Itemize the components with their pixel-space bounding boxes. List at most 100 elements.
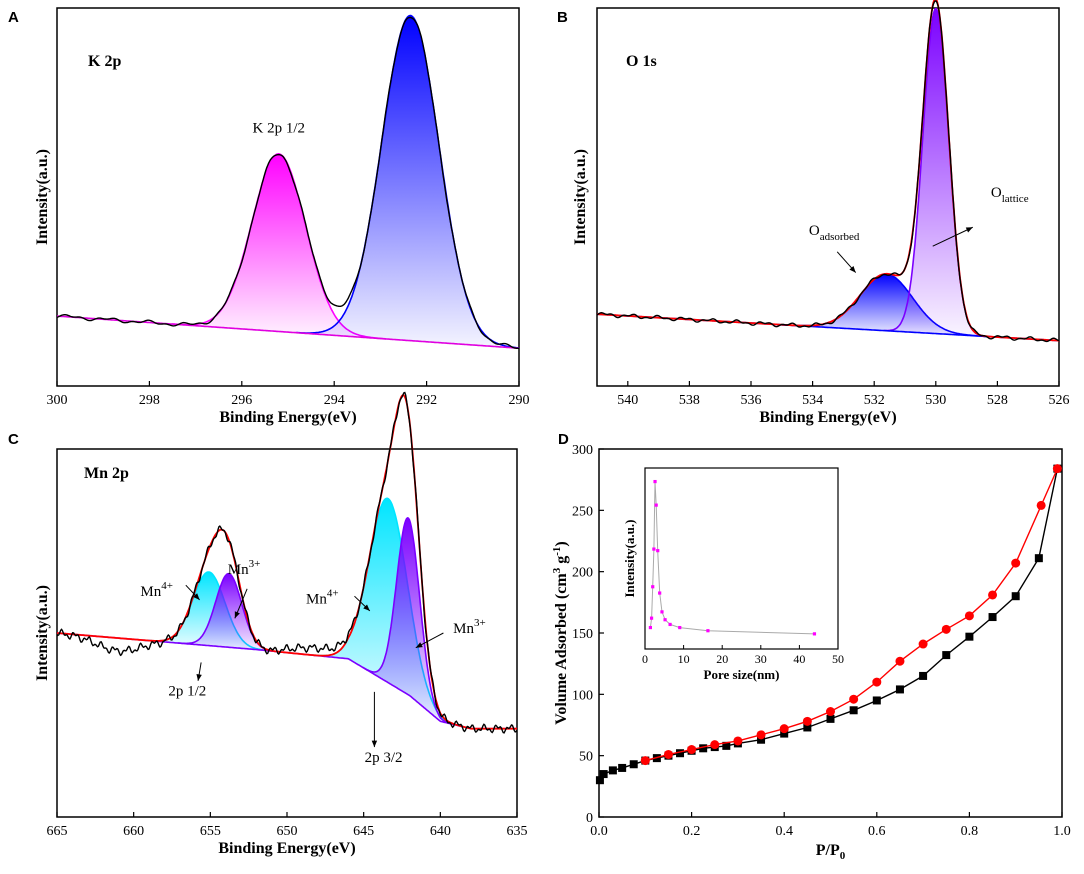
- panel-c-annotation-superscript: 3+: [474, 617, 486, 629]
- panel-c-annotation-0: Mn4+: [140, 580, 173, 600]
- panel-c-xtick-label-6: 635: [507, 824, 528, 839]
- panel-d-inset-xtick-label-4: 40: [793, 652, 805, 666]
- panel-d: 0.0 0.2 0.4 0.6 0.8 1.0D050100150200250300P/P…: [551, 431, 1071, 862]
- panel-c-annotation-text: 2p 1/2: [168, 684, 206, 700]
- panel-c-annotation-5: 2p 3/2: [365, 750, 403, 766]
- panel-d-xtick-label-3: 0.6: [868, 824, 886, 839]
- panel-d-point-desorption: [849, 694, 859, 704]
- panel-a-annotation-text: K 2p 1/2: [253, 121, 306, 137]
- panel-d-point-adsorption: [1034, 554, 1043, 563]
- panel-b-xtick-label-0: 540: [617, 393, 638, 408]
- panel-d-inset-point: [812, 632, 817, 636]
- panel-c-peak-line-3: [362, 517, 454, 726]
- panel-b-annotation-text: O: [809, 223, 820, 239]
- panel-c-ylabel: Intensity(a.u.): [34, 585, 51, 681]
- panel-c-annotation-superscript: 3+: [249, 558, 261, 570]
- panel-d-ytick-label-5: 250: [572, 504, 593, 519]
- panel-d-point-desorption: [964, 611, 974, 621]
- panel-c-annotation-text: Mn: [140, 584, 161, 600]
- panel-b-xtick-label-5: 530: [925, 393, 946, 408]
- panel-d-inset-point: [678, 625, 682, 630]
- panel-d-point-adsorption: [629, 760, 638, 769]
- panel-d-inset-xtick-label-0: 0: [642, 652, 648, 666]
- panel-b-xtick-label-4: 532: [864, 393, 885, 408]
- panel-d-point-adsorption: [1011, 592, 1020, 601]
- panel-d-xtick-label-1: 0.2: [683, 824, 701, 839]
- panel-d-point-adsorption: [757, 735, 766, 744]
- panel-d-inset-frame: [644, 467, 839, 650]
- panel-d-inset-point: [668, 622, 672, 627]
- panel-a-peak-line-1: [296, 14, 520, 349]
- panel-d-xtick-label-5: 1.0: [1053, 824, 1071, 839]
- panel-d-point-desorption: [802, 716, 812, 726]
- panel-d-inset-point: [651, 585, 655, 589]
- panel-d-point-desorption: [988, 590, 998, 600]
- panel-d-point-desorption: [872, 677, 882, 687]
- panel-d-point-adsorption: [826, 714, 835, 723]
- panel-c-annotation-4: Mn3+: [453, 617, 486, 637]
- panel-d-inset-xtick-label-3: 30: [755, 652, 767, 666]
- panel-b-envelope-line: [597, 0, 1059, 342]
- panel-c-annotation-3: Mn4+: [306, 588, 339, 608]
- panel-c-xtick-label-0: 665: [47, 824, 68, 839]
- panel-d-xtick-label-2: 0.4: [775, 824, 793, 839]
- panel-d-inset-xtick-label-1: 10: [678, 652, 690, 666]
- panel-c-xlabel: Binding Energy(eV): [218, 840, 355, 857]
- panel-d-ylabel-part-4: ): [553, 541, 570, 546]
- panel-a-peak-fill-1: [296, 15, 519, 349]
- panel-d-point-adsorption: [676, 749, 685, 758]
- panel-d-point-adsorption: [618, 763, 627, 772]
- panel-b-arrow-lattice-shaft: [932, 226, 973, 247]
- panel-a-xtick-label-5: 290: [509, 393, 530, 408]
- panel-c-letter: C: [8, 431, 19, 448]
- panel-c-xtick-label-1: 660: [123, 824, 144, 839]
- panel-d-ylabel-part-1: 3: [551, 567, 563, 573]
- panel-d-inset-xtick-label-2: 20: [716, 652, 728, 666]
- panel-c-annotation-2: 2p 1/2: [168, 684, 206, 700]
- panel-a-ylabel: Intensity(a.u.): [34, 149, 51, 245]
- panel-d-inset-point: [660, 610, 664, 614]
- panel-d-point-adsorption: [872, 696, 881, 705]
- panel-b-raw-data-line: [596, 0, 1060, 343]
- panel-d-ytick-label-0: 0: [586, 811, 593, 826]
- panel-b: 540 538 536 534 532 530 528 526 B O 1s Binding Ene…: [557, 0, 1070, 426]
- panel-b-arrow-lattice-head: [965, 227, 973, 233]
- panel-d-ylabel-part-0: Volume Adsorbed (cm: [553, 573, 570, 725]
- panel-c-raw-data-line: [56, 391, 518, 734]
- panel-a-title: K 2p: [88, 53, 121, 70]
- panel-d-inset-ylabel: Intensity(a.u.): [622, 519, 637, 597]
- panel-b-arrow-adsorbed-head: [849, 265, 856, 273]
- panel-d-inset-xlabel: Pore size(nm): [704, 667, 780, 682]
- panel-d-series-line-adsorption: [599, 468, 1059, 781]
- panel-d-ytick-label-4: 200: [572, 566, 593, 581]
- panel-d-point-adsorption: [780, 729, 789, 738]
- panel-b-xtick-label-6: 528: [987, 393, 1008, 408]
- panel-c-annotation-superscript: 4+: [327, 588, 339, 600]
- panel-c-annotation-text: Mn: [306, 592, 327, 608]
- panel-d-point-adsorption: [988, 613, 997, 622]
- panel-c-annotation-text: Mn: [228, 562, 249, 578]
- panel-d-letter: D: [558, 431, 569, 448]
- panel-c-arrow-2p32-head: [371, 740, 378, 748]
- panel-d-point-adsorption: [722, 741, 731, 750]
- panel-a-axes-frame: [56, 7, 520, 387]
- panel-b-xtick-label-3: 534: [802, 393, 823, 408]
- panel-d-inset-point: [663, 618, 667, 622]
- panel-d-point-adsorption: [608, 766, 617, 775]
- panel-a-xtick-label-1: 298: [139, 393, 160, 408]
- panel-c-peak-fill-0: [144, 572, 274, 652]
- panel-a-raw-data-line: [56, 16, 519, 349]
- panel-a-xtick-label-0: 300: [47, 393, 68, 408]
- panel-d-inset-point: [654, 503, 658, 507]
- panel-d-ylabel-part-2: g: [553, 556, 570, 568]
- panel-c-arrow-mn4-a-head: [193, 593, 200, 600]
- panel-c-xtick-label-2: 655: [200, 824, 221, 839]
- panel-a-xlabel: Binding Energy(eV): [219, 409, 356, 426]
- panel-c-arrow-mn4-b-head: [363, 604, 370, 611]
- panel-d-inset: 0 10 20 30 40 50 Pore size(nm) Intensity(a.u.): [622, 467, 844, 682]
- panel-d-inset-point: [656, 549, 660, 553]
- panel-c-annotation-superscript: 4+: [161, 580, 173, 592]
- panel-c-background-line: [56, 632, 517, 730]
- panel-b-xtick-label-1: 538: [679, 393, 700, 408]
- panel-d-ylabel-part-3: -1: [551, 547, 563, 556]
